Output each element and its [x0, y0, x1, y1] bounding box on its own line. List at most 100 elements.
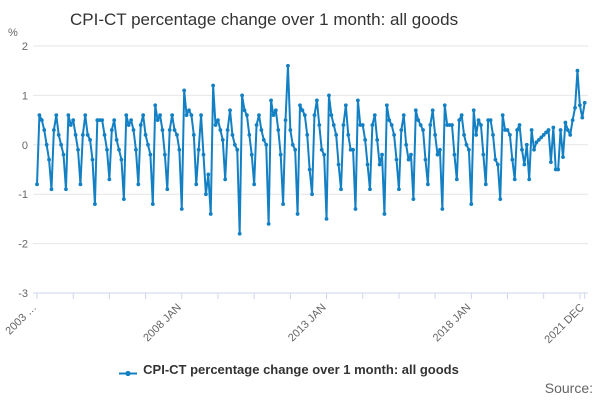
data-point[interactable] — [399, 128, 404, 132]
data-point[interactable] — [459, 113, 464, 118]
data-point[interactable] — [228, 108, 232, 113]
data-point[interactable] — [558, 128, 563, 132]
data-point[interactable] — [201, 152, 206, 157]
data-point[interactable] — [203, 192, 208, 197]
data-point[interactable] — [56, 133, 61, 137]
data-point[interactable] — [476, 118, 481, 122]
data-point[interactable] — [102, 133, 107, 137]
data-point[interactable] — [416, 118, 421, 122]
legend-item-cpi-ct[interactable]: CPI-CT percentage change over 1 month: a… — [143, 362, 459, 377]
data-point[interactable] — [466, 147, 471, 152]
data-point[interactable] — [208, 212, 213, 216]
data-point[interactable] — [418, 123, 423, 127]
data-point[interactable] — [165, 187, 170, 192]
data-point[interactable] — [269, 98, 273, 103]
data-point[interactable] — [298, 103, 302, 108]
data-point[interactable] — [232, 142, 237, 147]
data-point[interactable] — [527, 177, 532, 182]
data-point[interactable] — [392, 133, 396, 137]
data-point[interactable] — [42, 128, 47, 132]
data-point[interactable] — [153, 103, 158, 108]
data-point[interactable] — [409, 152, 413, 157]
data-point[interactable] — [438, 147, 442, 152]
data-point[interactable] — [179, 207, 184, 211]
data-point[interactable] — [259, 128, 264, 132]
data-point[interactable] — [254, 123, 259, 127]
data-point[interactable] — [121, 197, 126, 202]
data-point[interactable] — [175, 133, 179, 137]
data-point[interactable] — [394, 157, 399, 162]
data-point[interactable] — [249, 152, 254, 157]
data-point[interactable] — [288, 128, 293, 132]
data-point[interactable] — [220, 137, 225, 142]
data-point[interactable] — [112, 118, 117, 122]
data-point[interactable] — [189, 113, 194, 118]
data-point[interactable] — [107, 177, 112, 182]
data-point[interactable] — [495, 162, 500, 167]
data-point[interactable] — [150, 202, 155, 206]
data-point[interactable] — [474, 133, 479, 137]
data-point[interactable] — [493, 157, 498, 162]
data-point[interactable] — [240, 93, 244, 98]
data-point[interactable] — [158, 113, 162, 118]
data-point[interactable] — [442, 103, 447, 108]
data-point[interactable] — [360, 123, 365, 127]
data-point[interactable] — [515, 128, 520, 132]
data-point[interactable] — [324, 217, 329, 221]
data-point[interactable] — [141, 113, 146, 118]
data-point[interactable] — [39, 118, 44, 122]
data-point[interactable] — [312, 113, 317, 118]
data-point[interactable] — [237, 231, 242, 236]
data-point[interactable] — [450, 123, 454, 127]
data-point[interactable] — [382, 212, 387, 216]
data-point[interactable] — [66, 113, 71, 118]
data-point[interactable] — [500, 113, 505, 118]
data-point[interactable] — [245, 113, 249, 118]
data-point[interactable] — [411, 197, 416, 202]
data-point[interactable] — [290, 142, 295, 147]
data-point[interactable] — [85, 133, 90, 137]
data-point[interactable] — [573, 105, 577, 110]
data-point[interactable] — [134, 147, 138, 152]
data-point[interactable] — [71, 118, 76, 122]
data-point[interactable] — [469, 202, 474, 206]
data-point[interactable] — [508, 133, 512, 137]
data-point[interactable] — [387, 118, 392, 122]
data-point[interactable] — [276, 128, 281, 132]
data-point[interactable] — [177, 147, 182, 152]
data-point[interactable] — [546, 128, 551, 132]
data-point[interactable] — [331, 123, 336, 127]
data-point[interactable] — [51, 128, 56, 132]
data-point[interactable] — [126, 123, 131, 127]
data-point[interactable] — [143, 133, 148, 137]
data-point[interactable] — [155, 118, 160, 122]
data-point[interactable] — [375, 137, 380, 142]
data-point[interactable] — [225, 128, 230, 132]
data-point[interactable] — [213, 123, 218, 127]
data-point[interactable] — [561, 155, 565, 160]
data-point[interactable] — [341, 123, 346, 127]
data-point[interactable] — [300, 108, 305, 113]
data-point[interactable] — [124, 113, 129, 118]
data-point[interactable] — [68, 123, 73, 127]
data-point[interactable] — [575, 68, 580, 73]
data-point[interactable] — [119, 157, 124, 162]
data-point[interactable] — [336, 162, 341, 167]
data-point[interactable] — [83, 113, 88, 118]
data-point[interactable] — [505, 128, 510, 132]
data-point[interactable] — [37, 113, 42, 118]
data-point[interactable] — [423, 157, 428, 162]
data-point[interactable] — [322, 152, 327, 157]
data-point[interactable] — [194, 182, 199, 187]
data-point[interactable] — [343, 103, 348, 108]
data-point[interactable] — [252, 182, 257, 187]
data-point[interactable] — [524, 142, 529, 147]
data-point[interactable] — [536, 137, 541, 142]
data-point[interactable] — [131, 128, 136, 132]
data-point[interactable] — [47, 157, 51, 162]
data-point[interactable] — [182, 88, 187, 93]
data-point[interactable] — [261, 137, 266, 142]
data-point[interactable] — [491, 133, 495, 137]
data-point[interactable] — [421, 128, 425, 132]
data-point[interactable] — [404, 142, 409, 147]
